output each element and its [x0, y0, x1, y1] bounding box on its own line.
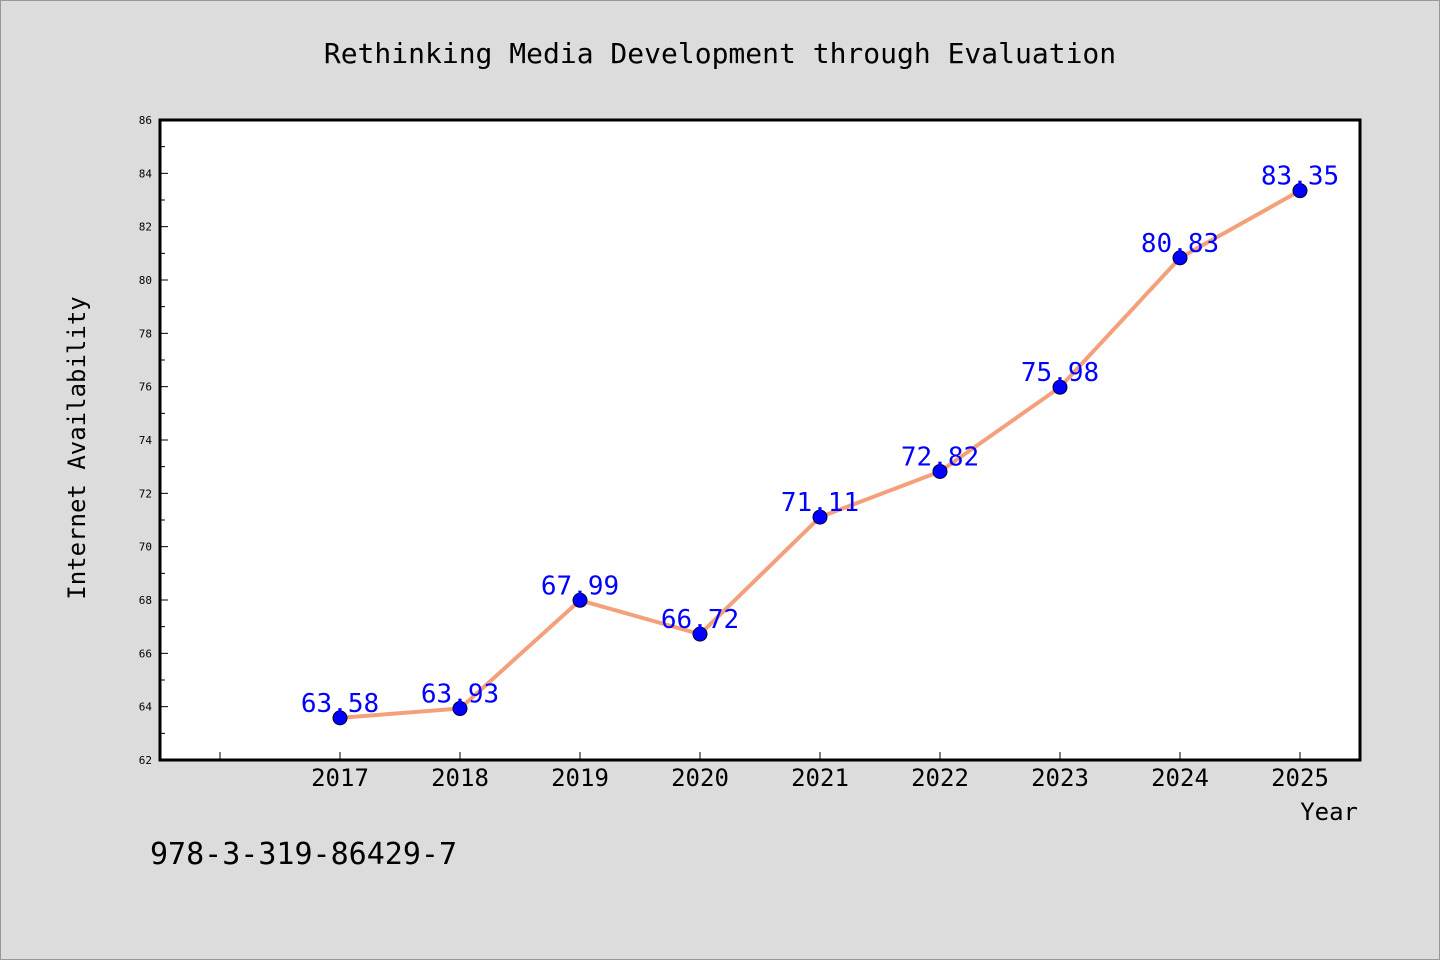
y-axis: 62 64 66 68 70 72 74 76 78 80 82 84 86	[139, 114, 168, 767]
data-point	[1172, 250, 1188, 266]
y-tick-label: 66	[139, 647, 152, 660]
data-point	[332, 710, 348, 726]
x-tick-label: 2019	[551, 764, 609, 792]
data-label: 75.98	[1021, 358, 1099, 388]
data-label: 71.11	[781, 488, 859, 518]
x-tick-label: 2025	[1271, 764, 1329, 792]
data-point	[692, 626, 708, 642]
x-tick-label: 2023	[1031, 764, 1089, 792]
y-tick-label: 80	[139, 274, 152, 287]
data-label: 63.58	[301, 689, 379, 719]
data-label: 63.93	[421, 680, 499, 710]
x-tick-label: 2018	[431, 764, 489, 792]
y-tick-label: 76	[139, 381, 152, 394]
series-layer: 63.58 63.93 67.99 66.72 71.11 72.82 75.98 80.83…	[301, 162, 1339, 726]
x-tick-label: 2020	[671, 764, 729, 792]
data-label: 80.83	[1141, 229, 1219, 259]
y-tick-label: 82	[139, 221, 152, 234]
data-point	[1052, 379, 1068, 395]
y-tick-label: 74	[139, 434, 153, 447]
data-label: 72.82	[901, 442, 979, 472]
data-label: 67.99	[541, 571, 619, 601]
y-tick-label: 62	[139, 754, 152, 767]
data-label: 83.35	[1261, 162, 1339, 192]
data-point	[932, 463, 948, 479]
y-tick-label: 70	[139, 541, 152, 554]
x-axis: 2017 2018 2019 2020 2021 2022 2023 2024 2025	[219, 752, 1329, 792]
x-tick-label: 2021	[791, 764, 849, 792]
chart-title: Rethinking Media Development through Eva…	[324, 37, 1116, 70]
y-tick-label: 78	[139, 327, 152, 340]
x-tick-label: 2017	[311, 764, 369, 792]
data-label: 66.72	[661, 605, 739, 635]
y-tick-label: 84	[139, 167, 153, 180]
plot-area	[158, 118, 1362, 762]
y-tick-label: 72	[139, 487, 152, 500]
data-point	[1292, 183, 1308, 199]
data-point	[812, 509, 828, 525]
y-axis-label: Internet Availability	[63, 296, 91, 599]
y-tick-label: 64	[139, 701, 153, 714]
x-tick-label: 2022	[911, 764, 969, 792]
data-point	[572, 592, 588, 608]
x-axis-label: Year	[1300, 798, 1358, 826]
data-point	[452, 701, 468, 717]
y-tick-label: 86	[139, 114, 152, 127]
x-tick-label: 2024	[1151, 764, 1209, 792]
y-tick-label: 68	[139, 594, 152, 607]
footer-isbn-text: 978-3-319-86429-7	[150, 837, 457, 872]
